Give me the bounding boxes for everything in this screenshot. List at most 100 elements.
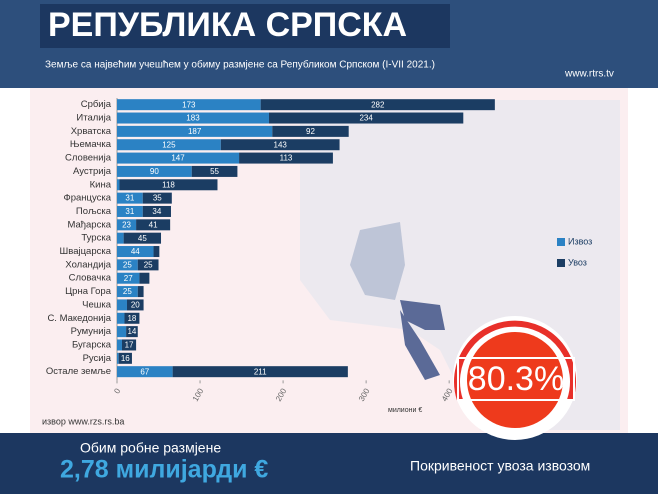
value-label: 17 [125,341,134,350]
bar-segment [153,246,160,258]
value-label: 16 [121,354,130,363]
bar-segment [172,366,348,378]
y-tick-label: Словачка [69,273,112,284]
legend-swatch [557,238,565,246]
title: РЕПУБЛИКА СРПСКА [48,6,407,44]
coverage-value: 80.3% [468,360,564,398]
value-label: 55 [210,167,219,176]
bar-segment [117,179,120,191]
bar-segment [137,286,144,298]
bar-segment [117,139,221,151]
bar-segment [121,339,137,351]
y-tick-label: Пољска [76,206,112,217]
value-label: 173 [182,100,196,109]
bar-segment [136,219,171,231]
y-tick-label: Русија [83,353,112,364]
bar-segment [117,125,273,137]
bar-segment [117,205,143,217]
bar-segment [119,179,218,191]
y-tick-label: Остале земље [46,366,111,377]
value-label: 25 [123,287,132,296]
bar-segment [117,99,261,111]
y-tick-label: Турска [81,233,111,244]
value-label: 211 [254,367,267,376]
value-label: 31 [125,207,134,216]
y-tick-label: С. Македонија [47,313,111,324]
site: www.rtrs.tv [564,69,614,80]
bar-segment [117,232,124,244]
bar-segment [139,272,150,284]
value-label: 25 [144,260,153,269]
footer-band [0,433,658,494]
bar-segment [142,192,172,204]
y-tick-label: Румунија [71,326,112,337]
bar-segment [137,259,159,271]
subtitle: Земље са највећим учешћем у обиму размје… [45,59,435,71]
title-box [40,4,450,48]
y-tick-label: Италија [76,113,111,124]
footer-total: 2,78 милијарди € [60,456,268,484]
y-tick-label: Њемачка [70,139,112,150]
legend-label: Увоз [568,257,587,267]
legend-swatch [557,259,565,267]
map-shape [400,310,440,380]
y-tick-label: Хрватска [71,126,112,137]
value-label: 234 [359,114,373,123]
y-tick-label: Француска [63,193,111,204]
bar-segment [117,286,138,298]
bar-segment [123,232,162,244]
y-tick-label: Швајцарска [60,246,112,257]
value-label: 118 [162,180,175,189]
value-label: 23 [122,220,131,229]
value-label: 31 [125,194,134,203]
bar-segment [117,246,154,258]
value-label: 282 [371,100,385,109]
y-tick-label: Словенија [65,153,112,164]
bar-segment [117,312,125,324]
gauge-fill [467,332,563,428]
value-label: 90 [150,167,159,176]
bar-segment [268,112,464,124]
y-tick-label: Аустрија [73,166,112,177]
y-tick-label: Мађарска [67,219,111,230]
legend-label: Извоз [568,236,592,246]
bar-segment [118,352,132,364]
y-tick-label: Кина [90,179,112,190]
coverage-caption: Покривеност увоза извозом [410,458,590,474]
bar-segment [117,339,122,351]
value-label: 143 [274,140,288,149]
bar-segment [117,165,192,177]
map-shape [400,300,445,330]
x-axis-label: милиони € [388,407,422,414]
value-label: 67 [140,367,149,376]
footer-caption: Обим робне размјене [80,440,221,456]
bar-segment [260,99,495,111]
value-label: 27 [124,274,133,283]
value-label: 92 [306,127,315,136]
bar-segment [191,165,238,177]
value-label: 18 [127,314,136,323]
bar-segment [117,219,137,231]
bar-segment [117,299,127,311]
value-label: 44 [131,247,140,256]
value-label: 183 [186,114,200,123]
bar-segment [117,272,140,284]
value-label: 20 [131,301,140,310]
value-label: 113 [280,154,293,163]
value-label: 147 [171,154,185,163]
y-tick-label: Србија [81,99,112,110]
value-label: 45 [138,234,147,243]
bar-segment [117,366,173,378]
bar-segment [126,299,144,311]
bar-segment [117,259,138,271]
y-tick-label: Црна Гора [65,286,112,297]
value-label: 41 [149,220,158,229]
x-tick-label: 0 [112,386,122,395]
bar-segment [124,312,140,324]
y-tick-label: Холандија [65,259,111,270]
bar-segment [117,152,240,164]
source: извор www.rzs.rs.ba [42,416,124,426]
coverage-box [457,357,575,401]
y-tick-label: Чешка [82,299,112,310]
